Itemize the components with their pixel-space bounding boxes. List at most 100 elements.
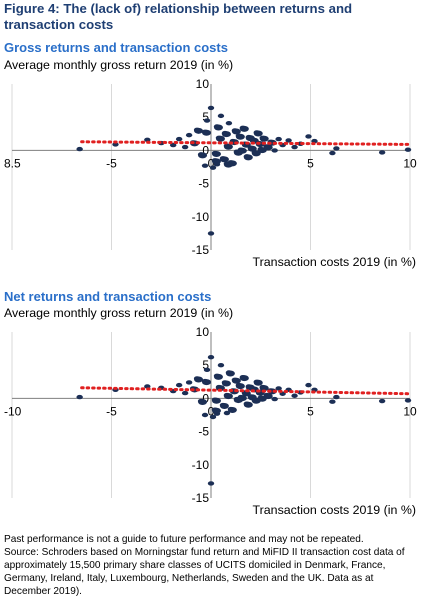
data-point [219,156,229,163]
figure-title: Figure 4: The (lack of) relationship bet… [4,1,353,32]
scatter-chart-net: 10 5 0 -5 -10 -15 -10 -5 0 5 10 Transaction costs 2… [4,325,417,517]
data-point [329,399,336,404]
data-point [333,146,340,151]
data-point [275,386,282,391]
trend-line [80,386,412,396]
y-tick-label: -5 [198,425,209,439]
data-point [203,118,211,123]
data-point [207,105,215,111]
scatter-chart-gross: 10 5 0 -5 -10 -15 8.5 -5 0 5 10 Transaction costs 2… [4,77,417,269]
y-tick-label: 0 [202,391,209,405]
data-point [253,379,263,386]
x-tick-label: -5 [106,404,117,418]
data-point [217,113,225,119]
data-point [243,401,253,408]
x-tick-label: 5 [307,404,314,418]
data-point [378,398,386,404]
data-point [223,410,231,416]
data-point [213,124,223,131]
data-point [291,144,298,150]
data-point [207,231,215,236]
x-tick-label: 0 [208,404,215,418]
data-point [209,414,217,420]
panel-ylabel-net: Average monthly gross return 2019 (in %) [4,306,234,320]
x-tick-label: -5 [106,156,117,170]
x-tick-label: 8.5 [4,156,21,170]
data-point [223,143,233,150]
data-point [253,130,263,137]
data-point [259,135,269,142]
data-point [202,379,212,386]
data-point [203,367,211,373]
data-point [223,161,233,168]
data-point [263,144,273,151]
data-point [207,355,215,360]
data-point [225,370,235,377]
data-point [202,129,212,136]
y-tick-label: -15 [192,491,210,505]
y-tick-label: 5 [202,110,209,124]
y-tick-label: -10 [192,458,210,472]
y-tick-label: 0 [202,143,209,157]
x-axis-title: Transaction costs 2019 (in %) [253,503,416,517]
data-point [305,134,312,139]
data-point [198,152,208,159]
data-point [112,142,119,147]
data-point [201,163,209,168]
data-point [237,147,247,154]
data-point [275,136,282,142]
data-point [225,120,233,126]
data-point [259,385,269,392]
data-point [194,127,204,134]
data-point [211,158,221,165]
y-tick-label: 5 [202,358,209,372]
data-point [211,151,221,158]
x-tick-label: -10 [4,404,22,418]
data-point [209,165,217,170]
data-point [271,396,278,402]
data-point [76,394,83,400]
data-point [251,150,261,157]
y-tick-label: -15 [192,243,210,257]
data-point [207,481,215,486]
data-point [231,377,241,384]
data-point [404,147,412,152]
data-point [194,376,204,383]
data-point [181,144,189,150]
footnote-source: Source: Schroders based on Morningstar f… [4,547,405,597]
data-point [231,128,241,135]
data-point [333,394,340,400]
data-point [271,148,278,153]
footnote: Past performance is not a guide to futur… [4,533,422,598]
y-tick-label: -10 [192,210,210,224]
y-tick-label: -5 [198,177,209,191]
data-point [223,393,233,400]
panel-ylabel-gross: Average monthly gross return 2019 (in %) [4,58,234,72]
data-point [175,382,183,388]
data-point [239,375,249,382]
data-point [263,393,273,400]
data-point [291,393,298,398]
panel-title-gross: Gross returns and transaction costs [4,40,228,55]
data-point [175,136,183,142]
data-point [285,138,292,143]
data-point [237,395,247,402]
data-point [235,133,245,140]
data-point [221,131,231,138]
data-point [378,150,386,155]
x-tick-label: 5 [307,156,314,170]
data-point [247,145,257,152]
x-axis-title: Transaction costs 2019 (in %) [253,255,416,269]
y-tick-label: 10 [196,77,210,91]
data-point [181,390,189,396]
x-tick-label: 0 [208,156,215,170]
trend-line [80,140,412,146]
data-point [221,380,231,387]
data-point [198,399,208,406]
footnote-disclaimer: Past performance is not a guide to futur… [4,534,364,545]
data-point [169,142,177,148]
data-point [235,383,245,390]
panel-title-net: Net returns and transaction costs [4,289,212,304]
data-point [404,398,412,403]
data-point [185,380,193,385]
